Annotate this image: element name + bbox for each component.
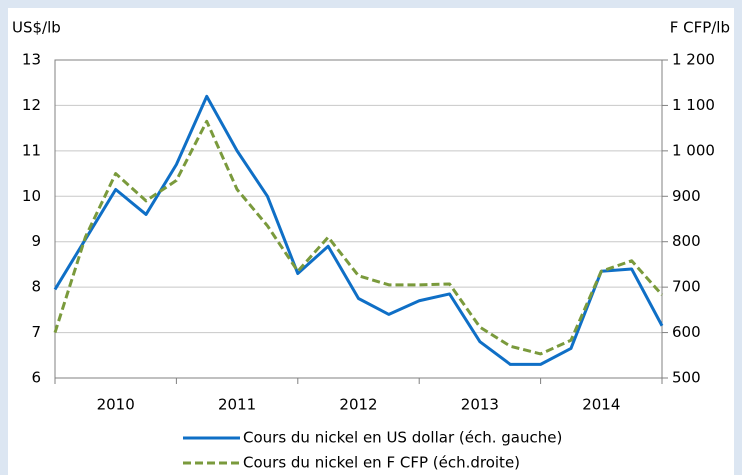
- y-tick-label: 7: [31, 323, 41, 341]
- y2-tick-label: 900: [672, 187, 701, 205]
- y-tick-label: 12: [22, 96, 41, 114]
- y2-tick-label: 1 200: [672, 51, 715, 69]
- x-tick-label: 2013: [461, 396, 499, 414]
- x-tick-label: 2010: [97, 396, 135, 414]
- y2-axis-title: F CFP/lb: [670, 19, 730, 37]
- series-line: [53, 94, 664, 366]
- legend-label: Cours du nickel en F CFP (éch.droite): [243, 454, 520, 472]
- y-tick-label: 13: [22, 51, 41, 69]
- series-line: [53, 119, 664, 356]
- x-tick-label: 2014: [582, 396, 620, 414]
- y-tick-label: 8: [31, 278, 41, 296]
- y2-tick-label: 700: [672, 278, 701, 296]
- y-tick-label: 6: [31, 369, 41, 387]
- y-tick-label: 11: [22, 141, 41, 159]
- plot-border: [54, 59, 663, 379]
- y2-tick-label: 1 100: [672, 96, 715, 114]
- y-tick-label: 9: [31, 232, 41, 250]
- legend-label: Cours du nickel en US dollar (éch. gauch…: [243, 429, 562, 447]
- x-tick-label: 2012: [339, 396, 377, 414]
- y2-tick-label: 600: [672, 323, 701, 341]
- y-axis-title: US$/lb: [12, 19, 61, 37]
- y2-tick-label: 800: [672, 232, 701, 250]
- y2-tick-label: 500: [672, 369, 701, 387]
- y-tick-label: 10: [22, 187, 41, 205]
- x-tick-label: 2011: [218, 396, 256, 414]
- y2-tick-label: 1 000: [672, 141, 715, 159]
